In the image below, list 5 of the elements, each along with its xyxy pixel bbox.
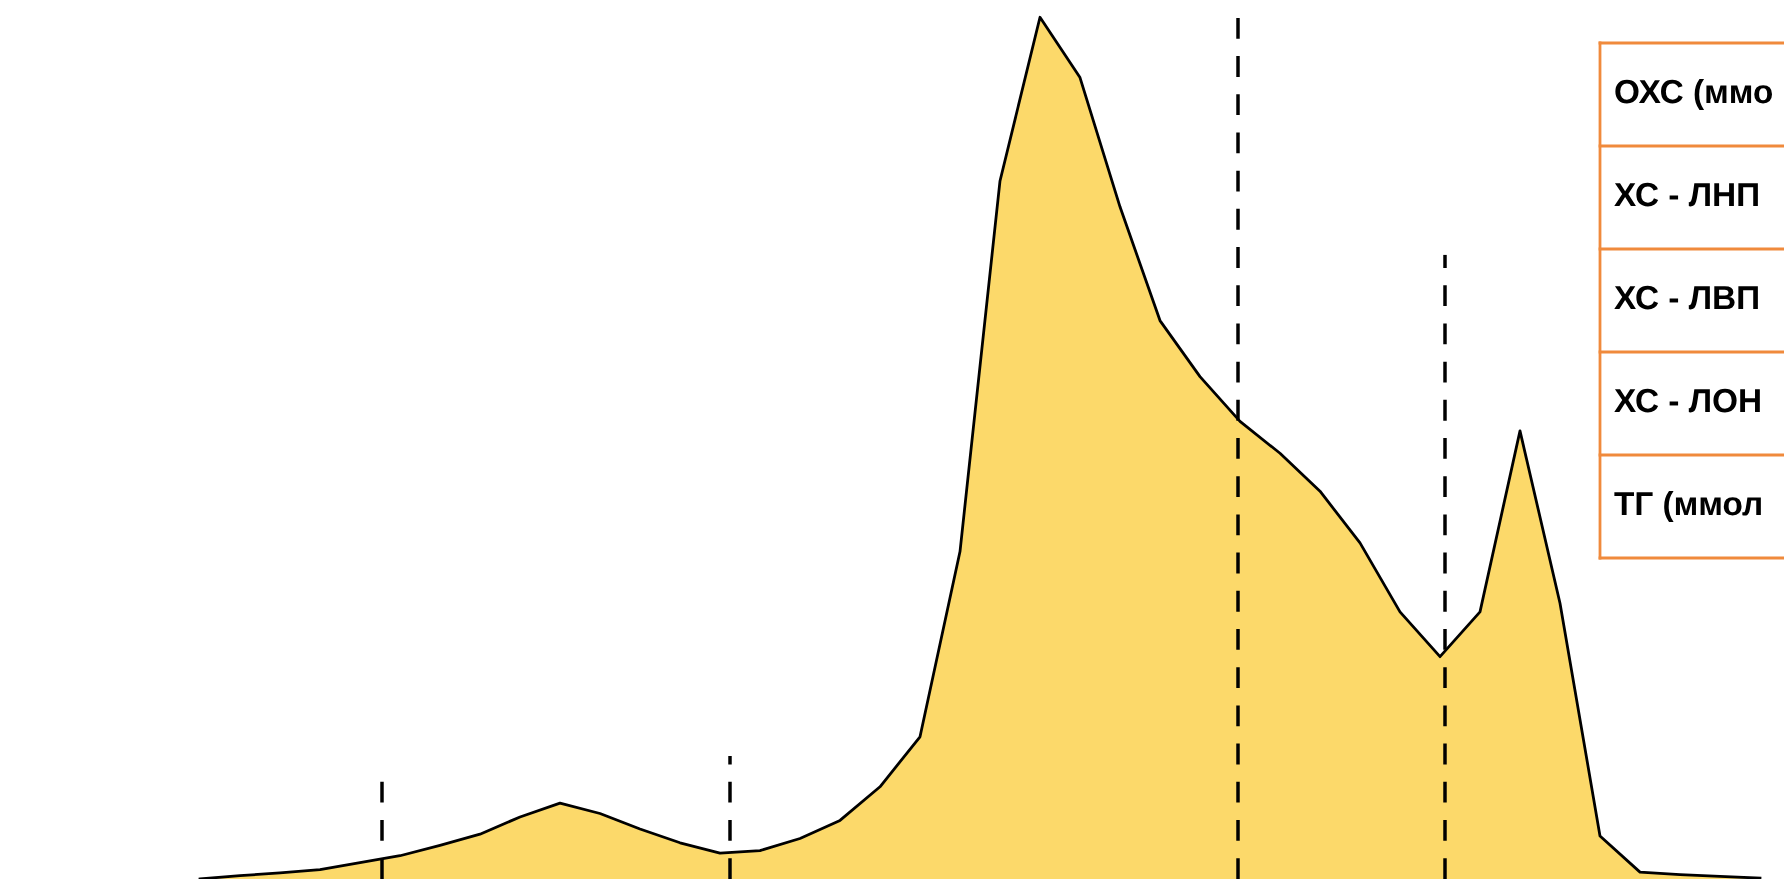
annotation: ХС - ЛОН — [1614, 388, 1760, 413]
annotation: ОХС (ммо — [1615, 78, 1773, 111]
annotation: ТГ (ммол — [1614, 490, 1761, 523]
annotation: ХС - ЛВП — [1614, 285, 1758, 310]
annotation: ХС - ЛНП — [1614, 182, 1758, 207]
